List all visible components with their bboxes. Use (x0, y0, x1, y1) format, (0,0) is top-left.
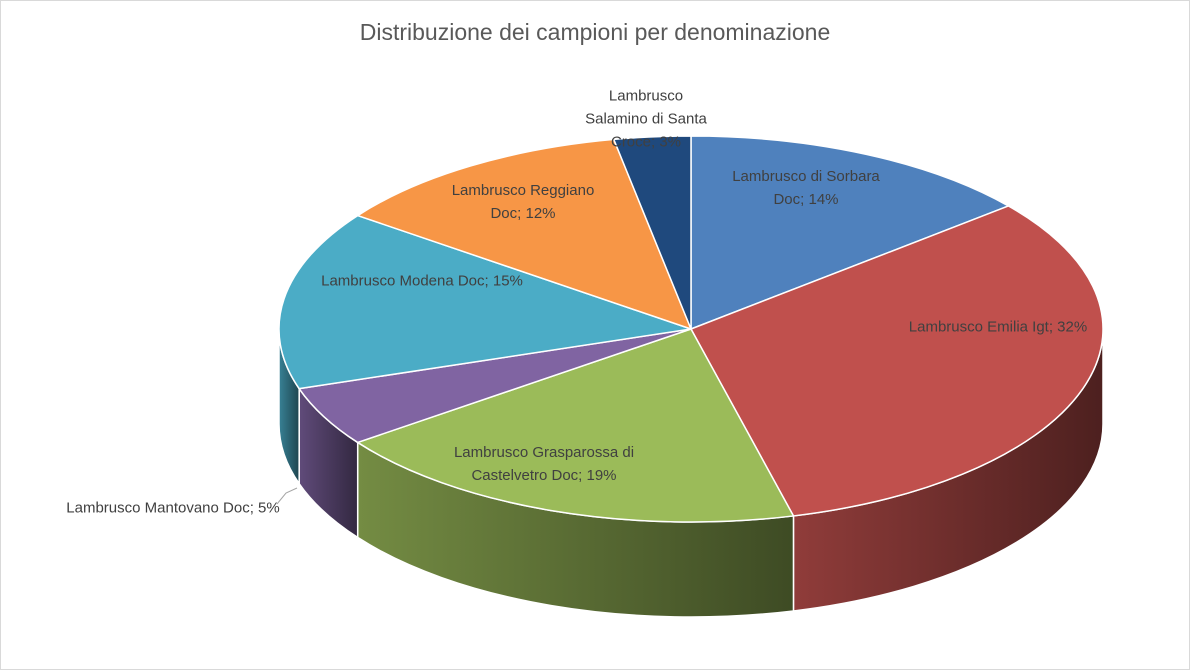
slice (690, 135, 1011, 331)
slice (355, 138, 693, 331)
slice (355, 328, 795, 523)
data-label: Lambrusco Modena Doc; 15% (321, 272, 523, 290)
data-label: Lambrusco Reggiano Doc; 12% (451, 182, 595, 222)
chart-title: Distribuzione dei campioni per denominaz… (359, 19, 831, 45)
slice (689, 205, 1104, 517)
data-label: Lambrusco di Sorbara Doc; 14% (732, 168, 880, 208)
slice (278, 214, 692, 390)
data-label: Lambrusco Emilia Igt; 32% (908, 318, 1088, 336)
data-label: Lambrusco Mantovano Doc; 5% (66, 499, 280, 517)
data-label: Lambrusco Grasparossa di Castelvetro Doc… (453, 444, 635, 484)
slice (612, 135, 692, 330)
leader-line (276, 487, 298, 505)
data-label: Lambrusco Salamino di Santa Croce; 3% (585, 87, 707, 151)
